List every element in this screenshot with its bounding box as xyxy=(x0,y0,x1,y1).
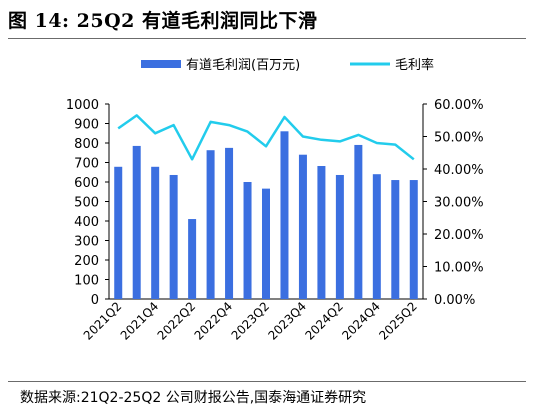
left-tick-label: 300 xyxy=(74,235,99,250)
bar-2022Q1 xyxy=(169,174,178,299)
right-tick-label: 40.00% xyxy=(434,163,484,178)
footer-divider xyxy=(8,381,526,382)
left-tick-label: 500 xyxy=(74,196,99,211)
bar-2024Q3 xyxy=(354,144,363,299)
bar-series xyxy=(114,131,418,299)
legend-label-gross-profit: 有道毛利润(百万元) xyxy=(186,58,300,73)
bar-2025Q2 xyxy=(409,180,418,299)
right-tick-label: 50.00% xyxy=(434,131,484,146)
x-tick-label: 2021Q4 xyxy=(118,299,162,343)
title-divider xyxy=(8,38,526,39)
left-tick-label: 100 xyxy=(74,274,99,289)
right-tick-label: 10.00% xyxy=(434,261,484,276)
left-tick-label: 800 xyxy=(74,137,99,152)
x-tick-label: 2023Q4 xyxy=(265,299,309,343)
legend-swatch-gross-profit xyxy=(141,60,181,68)
figure-title: 图 14: 25Q2 有道毛利润同比下滑 xyxy=(8,10,318,32)
bar-2023Q1 xyxy=(243,182,252,299)
x-tick-label: 2023Q2 xyxy=(229,299,273,343)
left-tick-label: 1000 xyxy=(66,98,99,113)
x-tick-label: 2021Q2 xyxy=(81,299,125,343)
bar-2024Q4 xyxy=(372,174,381,299)
right-tick-label: 60.00% xyxy=(434,98,484,113)
x-tick-label: 2022Q2 xyxy=(155,299,199,343)
bar-2024Q1 xyxy=(317,166,326,299)
legend-label-gross-margin: 毛利率 xyxy=(395,57,434,73)
right-tick-label: 30.00% xyxy=(434,196,484,211)
x-tick-label: 2024Q4 xyxy=(339,299,383,343)
source-note: 数据来源:21Q2-25Q2 公司财报公告,国泰海通证券研究 xyxy=(20,390,367,406)
bar-2022Q3 xyxy=(206,150,215,299)
left-tick-label: 0 xyxy=(91,293,99,308)
bar-2021Q4 xyxy=(151,166,160,299)
x-tick-label: 2022Q4 xyxy=(192,299,236,343)
left-tick-label: 700 xyxy=(74,157,99,172)
bar-2022Q2 xyxy=(188,219,197,299)
bar-2024Q2 xyxy=(335,174,344,299)
bar-2023Q3 xyxy=(280,131,289,299)
chart-canvas: 有道毛利润(百万元) 毛利率 0 100 200 300 400 500 600 700 800… xyxy=(66,57,484,343)
bar-2021Q3 xyxy=(132,145,141,299)
line-series xyxy=(117,114,415,161)
left-tick-label: 900 xyxy=(74,118,99,133)
bar-2023Q4 xyxy=(298,154,307,299)
right-tick-label: 20.00% xyxy=(434,228,484,243)
right-tick-label: 0.00% xyxy=(434,293,475,308)
bar-2023Q2 xyxy=(262,188,270,299)
left-tick-label: 600 xyxy=(74,176,99,191)
left-tick-label: 400 xyxy=(74,215,99,230)
left-tick-label: 200 xyxy=(74,254,99,269)
bar-2025Q1 xyxy=(391,180,400,299)
chart-legend: 有道毛利润(百万元) 毛利率 xyxy=(141,57,434,73)
bar-2022Q4 xyxy=(225,147,234,299)
x-tick-label: 2024Q2 xyxy=(302,299,346,343)
x-tick-label: 2025Q2 xyxy=(376,299,420,343)
bar-2021Q2 xyxy=(114,166,123,299)
gross-margin-line xyxy=(117,114,415,161)
